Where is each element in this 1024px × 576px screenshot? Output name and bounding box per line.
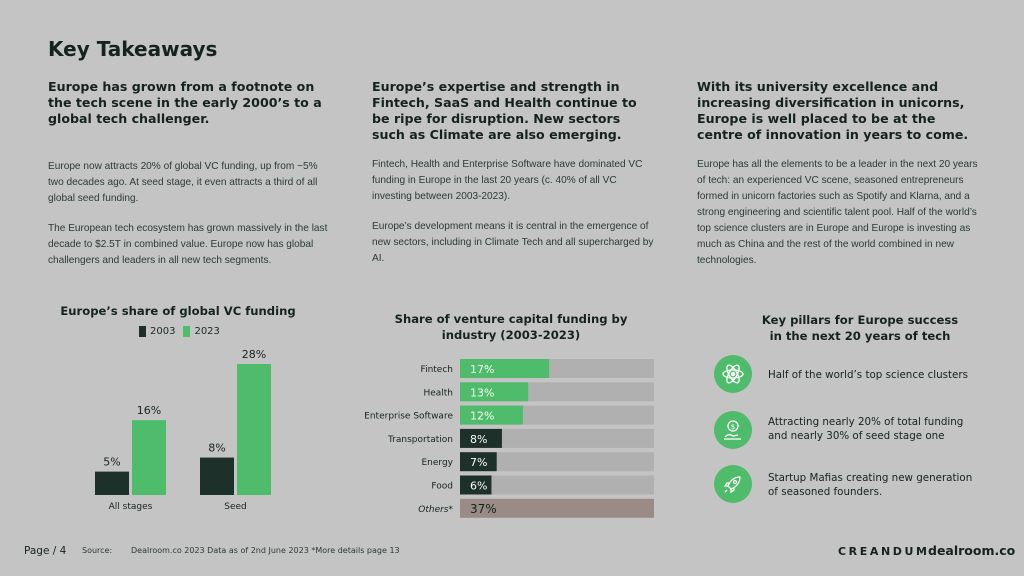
- page-number: Page / 4: [24, 545, 67, 557]
- bar-track: [460, 452, 654, 472]
- atom-icon: [714, 355, 752, 393]
- vc-share-legend: 2003 2023: [139, 326, 228, 337]
- category-label: Transportation: [387, 435, 453, 445]
- legend-swatch-2003: [139, 326, 146, 337]
- creandum-logo: CREANDUM: [838, 545, 930, 558]
- takeaway-heading: With its university excellence and incre…: [697, 79, 969, 142]
- legend-swatch-2023: [183, 326, 191, 337]
- bar-2003-seed: [200, 457, 234, 495]
- bar-energy: [460, 452, 497, 472]
- pillar-item: Startup Mafias creating new generation o…: [712, 465, 992, 507]
- industry-chart-title: Share of venture capital funding by indu…: [394, 312, 628, 342]
- vc-share-chart-title: Europe’s share of global VC funding: [60, 304, 296, 318]
- bar-value-label: 8%: [208, 442, 225, 455]
- category-label: All stages: [109, 502, 153, 512]
- bar-track: [460, 475, 654, 495]
- industry-chart: 17% Fintech 13% Health 12% Enterprise Softwar…: [364, 359, 654, 518]
- takeaway-column-3: With its university excellence and incre…: [697, 79, 979, 269]
- takeaway-paragraph: The European tech ecosystem has grown ma…: [48, 223, 328, 266]
- pillar-line: Half of the world’s top science clusters: [768, 369, 968, 381]
- category-label: Others*: [418, 505, 453, 515]
- bar-2023-seed: [237, 364, 271, 495]
- bar-2003-all-stages: [95, 471, 129, 495]
- bar-value-label: 6%: [470, 480, 487, 493]
- takeaway-column-2: Europe’s expertise and strength in Finte…: [372, 79, 654, 267]
- pillars-title-line: in the next 20 years of tech: [769, 329, 951, 343]
- pillar-line: and nearly 30% of seed stage one: [768, 430, 945, 442]
- pillar-text: Attracting nearly 20% of total funding a…: [768, 415, 988, 443]
- pillar-line: Attracting nearly 20% of total funding: [768, 416, 964, 428]
- bar-fintech: [460, 359, 550, 378]
- takeaway-column-1: Europe has grown from a footnote on the …: [48, 79, 330, 269]
- pillars-title-line: Key pillars for Europe success: [761, 313, 959, 327]
- takeaway-paragraph: Europe has all the elements to be a lead…: [697, 159, 978, 266]
- source-label: Source:: [82, 546, 113, 555]
- svg-text:$: $: [731, 423, 735, 431]
- category-label: Food: [431, 482, 453, 492]
- bar-value-label: 28%: [242, 348, 266, 361]
- bar-enterprise-software: [460, 405, 523, 425]
- funding-icon: $: [714, 411, 752, 449]
- bar-health: [460, 382, 529, 402]
- vc-share-chart: 5% 16% All stages 8% 28% Seed: [95, 348, 271, 512]
- bar-food: [460, 475, 492, 495]
- category-label: Enterprise Software: [364, 412, 453, 422]
- category-label: Energy: [421, 458, 453, 468]
- category-label: Fintech: [421, 365, 453, 375]
- source-text: Dealroom.co 2023 Data as of 2nd June 202…: [131, 546, 400, 555]
- takeaway-heading: Europe has grown from a footnote on the …: [48, 79, 322, 126]
- bar-2023-all-stages: [132, 420, 166, 495]
- bar-track: [460, 428, 654, 448]
- bar-value-label: 12%: [470, 410, 494, 423]
- takeaway-heading: Europe’s expertise and strength in Finte…: [372, 79, 637, 142]
- category-label: Seed: [224, 502, 247, 512]
- legend-label-2023: 2023: [194, 326, 220, 337]
- pillars-title: Key pillars for Europe success in the ne…: [722, 312, 998, 344]
- bar-value-label: 7%: [470, 456, 487, 469]
- takeaway-paragraph: Fintech, Health and Enterprise Software …: [372, 159, 643, 202]
- dealroom-logo: dealroom.co: [928, 543, 1016, 558]
- bar-transportation: [460, 428, 502, 448]
- pillar-line: Startup Mafias creating new generation: [768, 472, 973, 484]
- bar-value-label: 17%: [470, 363, 494, 376]
- bar-value-label: 8%: [470, 433, 487, 446]
- bar-value-label: 16%: [137, 404, 161, 417]
- legend-label-2003: 2003: [150, 326, 176, 337]
- bar-value-label: 5%: [103, 456, 120, 469]
- category-label: Health: [423, 388, 453, 398]
- takeaway-paragraph: Europe’s development means it is central…: [372, 221, 654, 264]
- takeaway-paragraph: Europe now attracts 20% of global VC fun…: [48, 161, 318, 204]
- rocket-icon: [714, 465, 752, 503]
- pillar-text: Startup Mafias creating new generation o…: [768, 471, 988, 499]
- bar-value-label: 13%: [470, 386, 494, 399]
- pillar-item: Half of the world’s top science clusters: [712, 355, 992, 397]
- bar-others: [460, 498, 654, 518]
- pillar-line: of seasoned founders.: [768, 486, 883, 498]
- pillar-item: $ Attracting nearly 20% of total funding…: [712, 411, 992, 453]
- bar-value-label: 37%: [470, 502, 497, 516]
- pillar-text: Half of the world’s top science clusters: [768, 368, 988, 382]
- page-title: Key Takeaways: [48, 37, 218, 61]
